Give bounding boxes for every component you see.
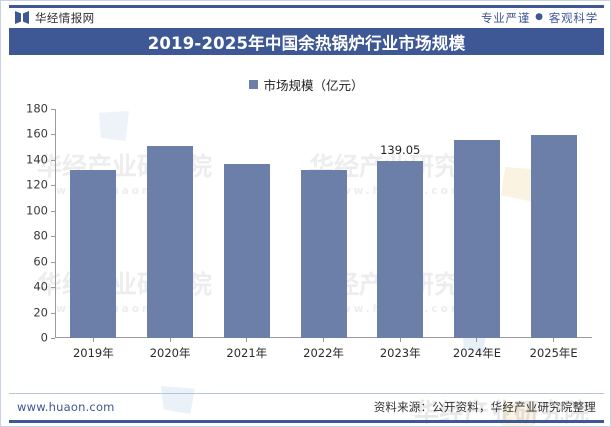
y-axis-tick-mark: [51, 287, 55, 289]
tagline-left: 专业严谨: [480, 10, 531, 25]
y-axis-tick-label: 180: [26, 101, 48, 116]
bowtie-logo-icon: [15, 11, 29, 24]
source-note: 资料来源：公开资料，华经产业研究院整理: [373, 400, 596, 414]
bar-series: 139.05: [55, 109, 592, 342]
x-axis-tick-mark: [399, 338, 401, 342]
brand-name: 华经情报网: [35, 10, 95, 25]
bar-2025年E[interactable]: [530, 135, 577, 338]
legend-label: 市场规模（亿元）: [263, 78, 364, 93]
x-axis-tick-mark: [553, 338, 555, 342]
page-header: 华经情报网 专业严谨 ● 客观科学: [1, 8, 610, 27]
x-axis-tick-mark: [323, 338, 325, 342]
bar-slot: [55, 109, 132, 342]
legend-swatch-icon: [249, 80, 259, 89]
x-axis-tick-label: 2025年E: [529, 346, 578, 360]
chart-legend: 市场规模（亿元）: [9, 75, 604, 94]
x-axis-labels: 2019年 2020年 2021年 2022年 2023年 2024年E 2025年E: [55, 344, 592, 362]
y-axis-tick-label: 60: [33, 253, 48, 268]
y-axis-tick-label: 80: [33, 228, 48, 243]
page-title: 2019-2025年中国余热锅炉行业市场规模: [147, 33, 466, 53]
bar-slot: [439, 109, 516, 342]
chart-area: 华经产业研究院 www.huaon.com 华经产业研究院 www.huaon.co…: [9, 55, 604, 426]
plot-region: 0 20 40 60 80 100 120 140 160 180 139.05: [26, 103, 592, 343]
bar-2024年E[interactable]: [453, 140, 500, 338]
y-axis-tick-mark: [51, 159, 55, 161]
bottom-divider: [9, 420, 604, 423]
bar-2019年[interactable]: [70, 170, 117, 338]
x-axis-tick-mark: [246, 338, 248, 342]
x-axis-tick-mark: [476, 338, 478, 342]
tagline-right: 客观科学: [548, 10, 598, 25]
footer-divider: [9, 393, 604, 394]
bar-2022年[interactable]: [300, 170, 347, 338]
top-divider: [9, 5, 604, 8]
x-axis-tick-mark: [92, 338, 94, 342]
x-axis-tick-mark: [169, 338, 171, 342]
y-axis-tick-label: 120: [26, 177, 48, 192]
y-axis-tick-label: 20: [33, 304, 48, 319]
bullet-dot-icon: ●: [535, 12, 544, 22]
y-axis-tick-mark: [51, 312, 55, 314]
x-axis-tick-label: 2023年: [379, 346, 421, 360]
y-axis-tick-label: 140: [26, 152, 48, 167]
y-axis-tick-mark: [51, 134, 55, 136]
bar-slot: [515, 109, 592, 342]
x-axis-tick-label: 2019年: [72, 346, 114, 360]
bar-2021年[interactable]: [223, 164, 270, 338]
bar-value-label: 139.05: [380, 143, 421, 158]
y-axis-tick-mark: [51, 109, 55, 110]
y-axis-tick-label: 160: [26, 126, 48, 141]
bar-slot: 139.05: [362, 109, 439, 342]
page-footer: www.huaon.com 资料来源：公开资料，华经产业研究院整理: [1, 394, 610, 420]
bar-2023年[interactable]: [377, 161, 424, 338]
bar-slot: [208, 109, 285, 342]
x-axis-tick-label: 2022年: [303, 346, 344, 360]
x-axis-tick-label: 2024年E: [452, 346, 501, 360]
y-axis-tick-label: 0: [40, 330, 48, 345]
bar-2020年[interactable]: [147, 146, 194, 338]
brand: 华经情报网: [15, 10, 95, 26]
y-axis-tick-label: 100: [26, 203, 48, 218]
site-url[interactable]: www.huaon.com: [17, 400, 115, 414]
y-axis-tick-mark: [51, 338, 55, 339]
x-axis-tick-label: 2021年: [226, 346, 268, 360]
y-axis-tick-mark: [51, 236, 55, 238]
y-axis-tick-mark: [51, 185, 55, 187]
bar-slot: [132, 109, 209, 342]
y-axis-tick-mark: [51, 210, 55, 212]
x-axis-tick-label: 2020年: [149, 346, 191, 360]
header-tagline: 专业严谨 ● 客观科学: [481, 10, 598, 26]
y-axis-tick-label: 40: [33, 279, 48, 294]
y-axis-tick-mark: [51, 261, 55, 263]
chart-title-band: 2019-2025年中国余热锅炉行业市场规模: [9, 28, 604, 55]
bar-slot: [285, 109, 362, 342]
